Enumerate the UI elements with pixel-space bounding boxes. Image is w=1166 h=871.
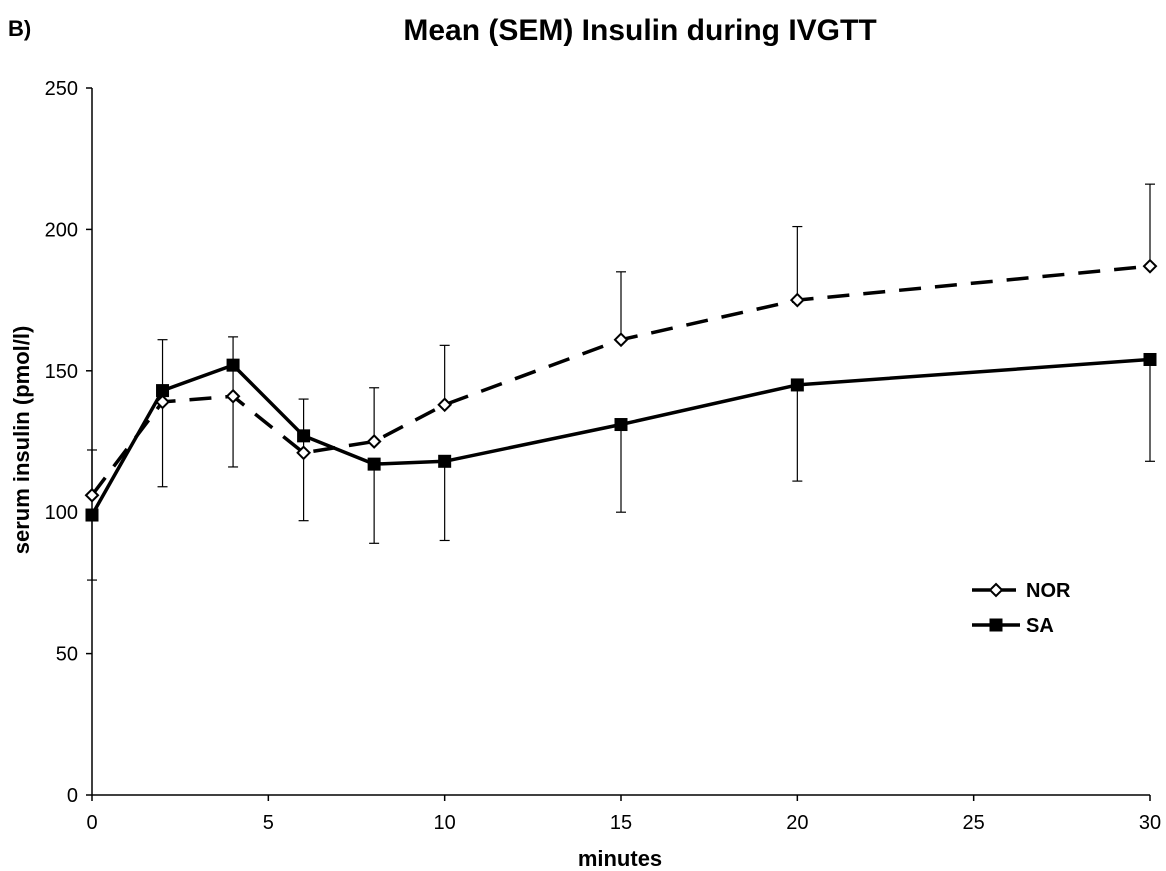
series-markers (84, 258, 1158, 522)
data-point-nor (789, 292, 805, 308)
data-point-nor (366, 434, 382, 449)
data-point-sa (297, 429, 311, 443)
data-point-nor (155, 394, 170, 410)
data-point-sa (226, 358, 240, 372)
data-point-nor (437, 397, 453, 413)
y-tick-label: 0 (67, 785, 78, 807)
data-point-nor (296, 445, 312, 461)
y-tick-label: 50 (56, 644, 78, 666)
data-point-nor (613, 332, 629, 348)
legend: NOR SA (972, 580, 1071, 637)
data-point-sa (790, 378, 804, 392)
data-point-sa (367, 457, 381, 471)
series-line-nor (90, 264, 1151, 497)
y-tick-label: 250 (45, 78, 78, 100)
data-point-sa (614, 418, 628, 432)
y-tick-label: 200 (45, 219, 78, 241)
x-tick-label: 30 (1139, 812, 1161, 834)
x-tick-label: 15 (610, 812, 632, 834)
data-point-sa (85, 508, 99, 522)
axes: 0 50 100 150 200 250 0 5 10 15 20 25 30 (45, 78, 1162, 834)
data-point-sa (156, 384, 170, 398)
x-axis-title: minutes (578, 846, 662, 871)
x-tick-label: 5 (263, 812, 274, 834)
x-tick-label: 20 (786, 812, 808, 834)
data-point-nor (84, 487, 100, 503)
error-bars (87, 183, 1155, 581)
x-tick-label: 10 (434, 812, 456, 834)
legend-label-nor: NOR (1026, 580, 1071, 602)
x-tick-label: 25 (963, 812, 985, 834)
data-point-nor (1142, 258, 1158, 274)
data-point-nor (225, 388, 241, 404)
y-tick-label: 100 (45, 502, 78, 524)
panel-label: B) (8, 16, 31, 41)
data-point-sa (1143, 352, 1157, 366)
y-tick-label: 150 (45, 361, 78, 383)
y-axis-title: serum insulin (pmol/l) (9, 326, 34, 555)
chart-title: Mean (SEM) Insulin during IVGTT (403, 14, 876, 47)
data-point-sa (438, 454, 452, 468)
legend-marker-nor (988, 582, 1004, 598)
legend-label-sa: SA (1026, 615, 1054, 637)
x-tick-label: 0 (86, 812, 97, 834)
legend-marker-sa (989, 618, 1003, 632)
